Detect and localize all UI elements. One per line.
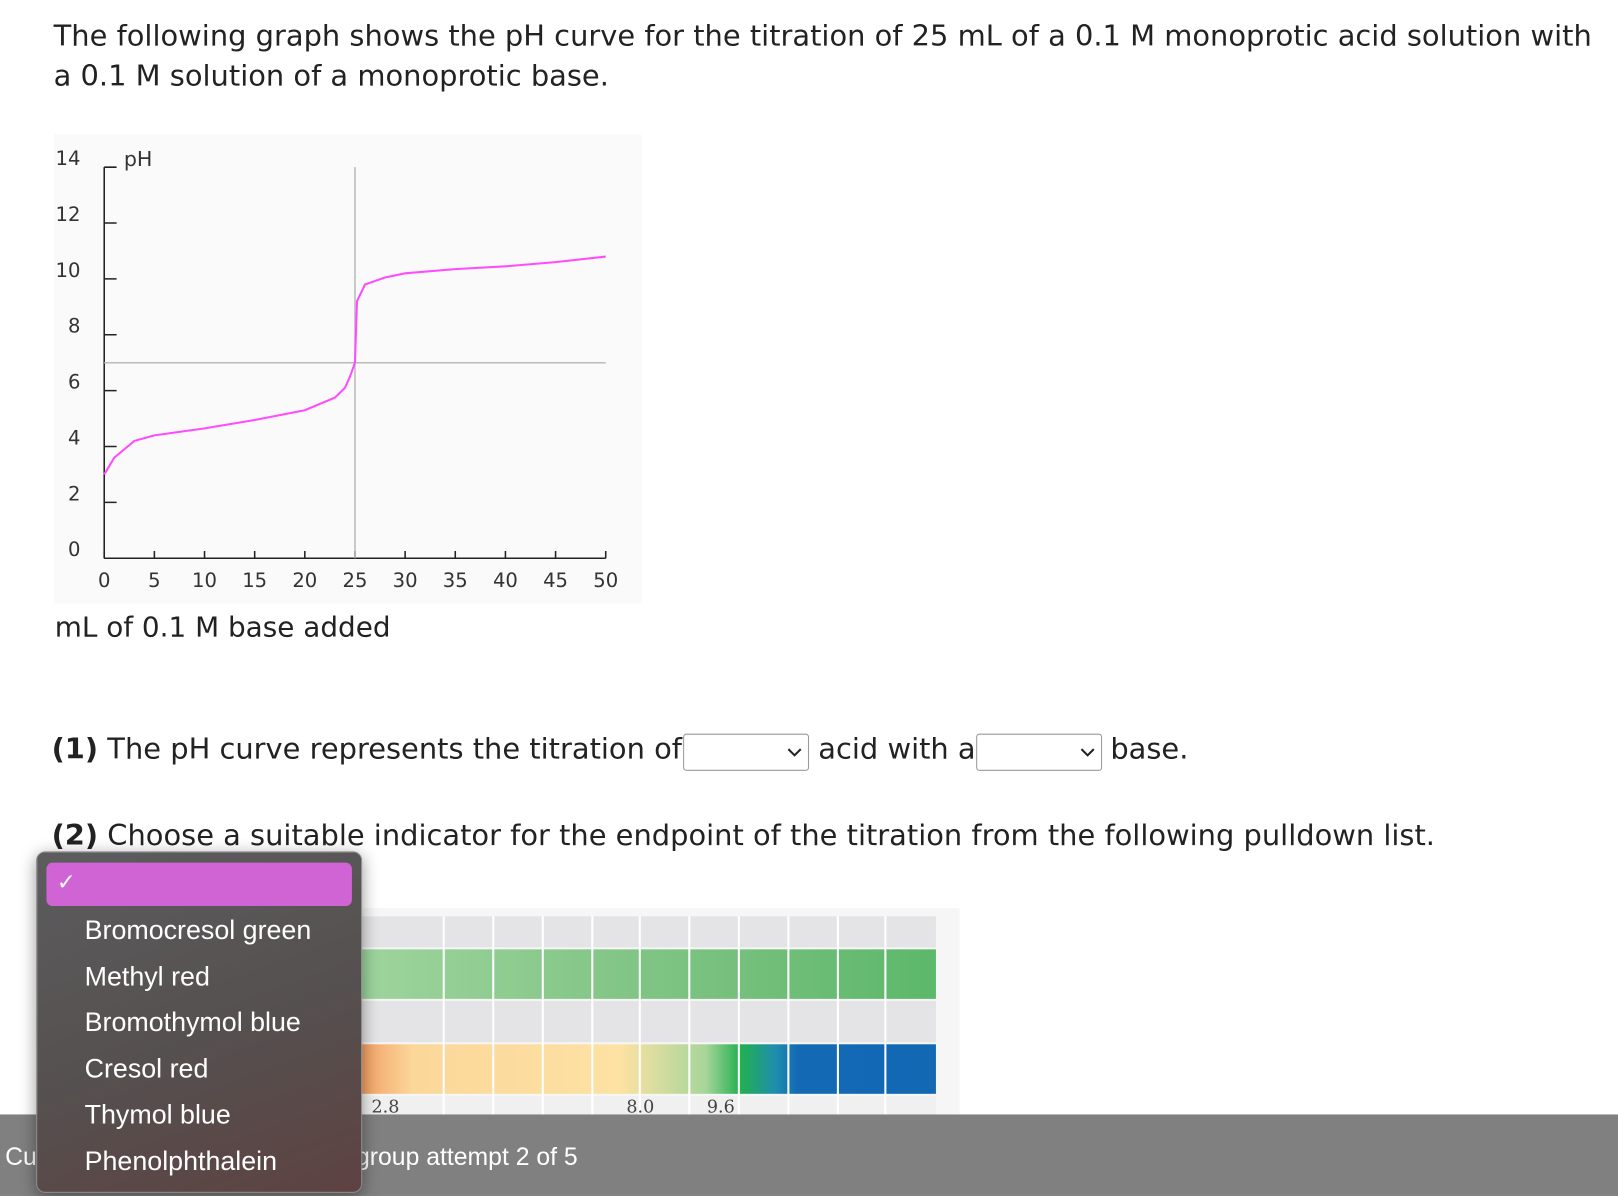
dropdown-option[interactable]: Cresol red — [84, 1052, 209, 1084]
indicator-dropdown[interactable]: ✓ Bromocresol green Methyl red Bromothymol… — [36, 851, 363, 1193]
ph-curve — [103, 255, 606, 475]
x-tick-label: 5 — [148, 569, 160, 592]
y-tick-label: 4 — [68, 426, 80, 449]
part-text: base. — [1110, 731, 1189, 766]
question-text: The following graph shows the pH curve f… — [53, 18, 1592, 93]
dropdown-option[interactable]: Bromothymol blue — [84, 1006, 301, 1038]
x-tick-label: 15 — [242, 569, 267, 592]
acid-select[interactable] — [683, 733, 810, 771]
part-text: acid with a — [818, 731, 976, 766]
dropdown-option[interactable]: Phenolphthalein — [84, 1144, 278, 1176]
x-tick-label: 35 — [443, 569, 468, 592]
part2: (2) Choose a suitable indicator for the … — [52, 818, 1435, 852]
chevron — [1080, 748, 1095, 757]
dropdown-option[interactable]: Thymol blue — [84, 1098, 231, 1130]
indicator-chart: 2.8 8.0 9.6 — [361, 908, 960, 1115]
chevron — [787, 748, 802, 757]
x-axis-label: mL of 0.1 M base added — [54, 611, 391, 644]
scale-label: 2.8 — [371, 1097, 399, 1114]
y-tick-label: 14 — [56, 147, 81, 170]
x-tick-label: 25 — [343, 569, 368, 592]
y-axis-label: pH — [124, 147, 153, 171]
checkmark: ✓ — [56, 869, 76, 896]
color-band — [361, 1044, 936, 1094]
y-tick-label: 8 — [68, 315, 80, 338]
y-tick-label: 0 — [68, 538, 80, 561]
x-tick-label: 10 — [192, 569, 217, 592]
y-tick-label: 6 — [68, 371, 80, 394]
x-tick-label: 0 — [98, 569, 110, 592]
dropdown-option[interactable]: Bromocresol green — [84, 914, 312, 946]
part-number: (2) — [51, 818, 99, 853]
x-tick-label: 20 — [292, 569, 317, 592]
dropdown-option[interactable]: Methyl red — [84, 960, 210, 992]
selected-option[interactable]: ✓ — [46, 862, 352, 907]
status-text: group attempt 2 of 5 — [356, 1143, 578, 1172]
x-tick-label: 30 — [393, 569, 418, 592]
y-tick-label: 2 — [68, 482, 80, 505]
x-tick-label: 50 — [593, 569, 618, 592]
y-tick-label: 10 — [56, 259, 81, 282]
ph-chart: 0 2 4 6 8 10 12 14 0 5 10 15 20 25 30 35 40 45 50 pH — [53, 134, 642, 604]
part-text: The pH curve represents the titration of… — [107, 731, 709, 766]
scale-label: 9.6 — [707, 1097, 735, 1114]
y-tick-label: 12 — [56, 203, 81, 226]
part-text: Choose a suitable indicator for the endp… — [107, 818, 1436, 853]
scale-label: 8.0 — [626, 1097, 654, 1114]
chart-background — [53, 134, 642, 604]
column-lines — [442, 916, 887, 1115]
row — [361, 916, 936, 948]
base-select[interactable] — [976, 733, 1103, 771]
status-left: Cu — [5, 1143, 37, 1172]
part-number: (1) — [51, 731, 99, 766]
part1: (1) The pH curve represents the titratio… — [52, 732, 709, 766]
row — [361, 1000, 936, 1043]
color-band — [361, 949, 936, 999]
x-tick-label: 45 — [543, 569, 568, 592]
row — [361, 1095, 936, 1115]
x-tick-label: 40 — [493, 569, 518, 592]
